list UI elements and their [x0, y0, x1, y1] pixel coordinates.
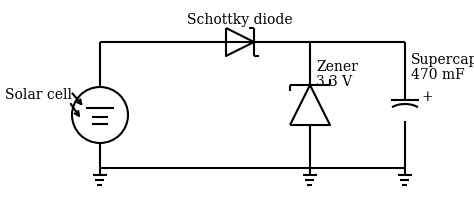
- Text: +: +: [422, 90, 434, 104]
- Text: Schottky diode: Schottky diode: [187, 13, 293, 27]
- Text: Zener: Zener: [316, 60, 358, 74]
- Text: 470 mF: 470 mF: [411, 68, 465, 82]
- Text: Supercap: Supercap: [411, 53, 474, 67]
- Text: 3.3 V: 3.3 V: [316, 75, 352, 89]
- Text: Solar cell: Solar cell: [5, 88, 72, 102]
